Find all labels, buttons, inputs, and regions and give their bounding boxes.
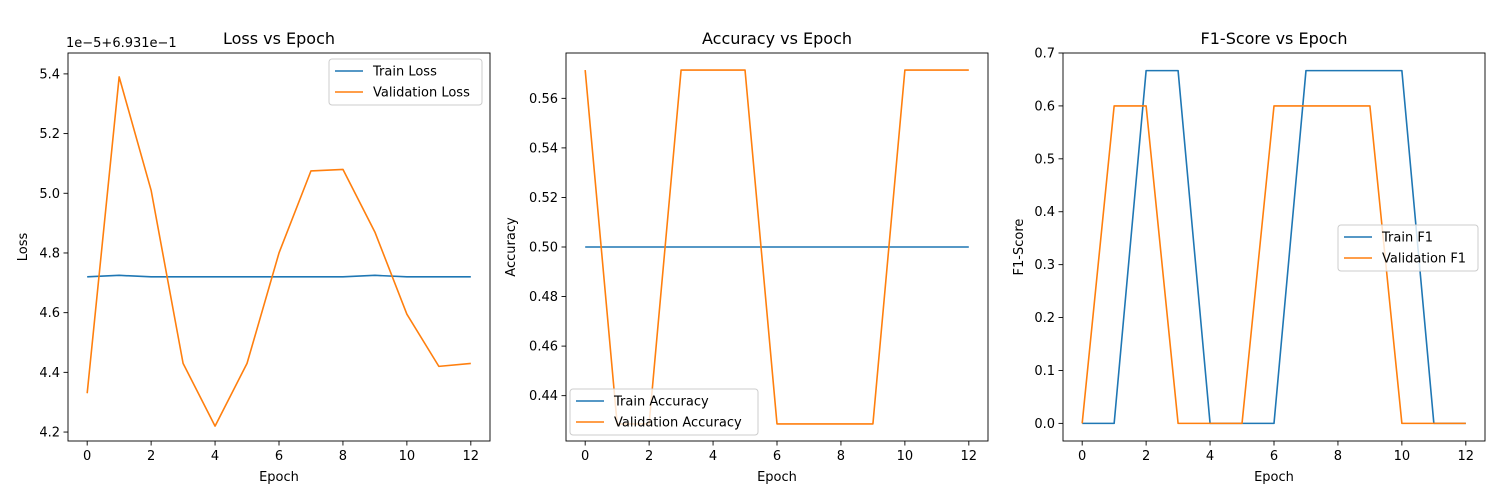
x-tick-label: 10 <box>897 449 914 464</box>
y-tick-label: 5.4 <box>39 67 60 82</box>
axes-frame <box>67 52 491 442</box>
y-axis-label: F1-Score <box>1012 219 1027 276</box>
y-tick-label: 0.1 <box>1034 364 1055 379</box>
x-tick-label: 10 <box>1394 449 1411 464</box>
x-tick-label: 6 <box>275 449 283 464</box>
x-tick-label: 2 <box>147 449 155 464</box>
series-line-1 <box>87 274 471 278</box>
x-tick-label: 12 <box>1458 449 1475 464</box>
y-tick-label: 0.50 <box>529 241 558 256</box>
y-tick-label: 0.52 <box>529 191 558 206</box>
y-axis-label: Loss <box>16 233 31 262</box>
x-tick-label: 6 <box>773 449 781 464</box>
legend: Train Accuracy Validation Accuracy <box>569 388 759 436</box>
x-tick-label: 8 <box>837 449 845 464</box>
x-tick-label: 0 <box>581 449 589 464</box>
x-tick-label: 8 <box>1334 449 1342 464</box>
y-tick-label: 4.8 <box>39 246 60 261</box>
y-tick-label: 0.46 <box>529 340 558 355</box>
legend: Train Loss Validation Loss <box>328 58 483 106</box>
y-tick-label: 0.0 <box>1034 417 1055 432</box>
x-axis-label: Epoch <box>757 470 797 485</box>
y-tick-label: 0.4 <box>1034 205 1055 220</box>
y-axis-label: Accuracy <box>504 217 519 277</box>
y-tick-label: 0.48 <box>529 290 558 305</box>
x-tick-label: 0 <box>1078 449 1086 464</box>
y-tick-label: 4.4 <box>39 366 60 381</box>
y-tick-label: 0.6 <box>1034 99 1055 114</box>
x-axis-label: Epoch <box>1254 470 1294 485</box>
x-tick-label: 12 <box>961 449 978 464</box>
x-tick-label: 4 <box>211 449 219 464</box>
y-tick-label: 5.0 <box>39 187 60 202</box>
chart-title: F1-Score vs Epoch <box>1201 29 1348 48</box>
x-tick-label: 0 <box>83 449 91 464</box>
x-tick-label: 4 <box>1206 449 1214 464</box>
chart-3: F1-Score vs Epoch 0 2 4 6 8 10 12 0.0 0.1 0.2 0.3 0.… <box>1012 29 1486 485</box>
x-tick-label: 6 <box>1270 449 1278 464</box>
legend-label: Validation Loss <box>373 86 470 101</box>
y-tick-label: 0.7 <box>1034 47 1055 62</box>
chart-2: Accuracy vs Epoch 0 2 4 6 8 10 12 0.44 0.46 0.48 0.… <box>504 29 989 485</box>
series-line-2 <box>86 76 471 427</box>
y-tick-label: 0.2 <box>1034 311 1055 326</box>
axis-offset-label: 1e−5+6.931e−1 <box>66 36 177 51</box>
chart-1: Loss vs Epoch 0 2 4 6 8 10 12 4.2 4.4 4.6 4.8 5.0 5.2… <box>16 29 491 485</box>
x-tick-label: 12 <box>463 449 480 464</box>
y-tick-label: 0.54 <box>529 141 558 156</box>
x-tick-label: 2 <box>645 449 653 464</box>
legend: Train F1 Validation F1 <box>1337 224 1479 272</box>
chart-title: Loss vs Epoch <box>223 29 335 48</box>
chart-title: Accuracy vs Epoch <box>702 29 852 48</box>
x-tick-label: 4 <box>709 449 717 464</box>
x-tick-label: 8 <box>339 449 347 464</box>
y-tick-label: 4.6 <box>39 306 60 321</box>
y-tick-label: 0.56 <box>529 92 558 107</box>
axes-frame <box>1062 52 1486 442</box>
y-tick-label: 0.44 <box>529 389 558 404</box>
x-axis-label: Epoch <box>259 470 299 485</box>
x-tick-label: 10 <box>399 449 416 464</box>
y-tick-label: 0.5 <box>1034 152 1055 167</box>
y-tick-label: 5.2 <box>39 127 60 142</box>
legend-label: Train Accuracy <box>613 395 709 410</box>
legend-box <box>1337 224 1479 272</box>
legend-box <box>328 58 483 106</box>
legend-label: Validation Accuracy <box>614 416 742 431</box>
y-tick-label: 0.3 <box>1034 258 1055 273</box>
axes-frame <box>565 52 989 442</box>
series-line-2 <box>1081 105 1466 425</box>
legend-label: Validation F1 <box>1382 252 1466 267</box>
y-tick-label: 4.2 <box>39 426 60 441</box>
legend-box <box>569 388 759 436</box>
x-tick-label: 2 <box>1142 449 1150 464</box>
legend-label: Train Loss <box>372 65 437 80</box>
series-line-1 <box>1082 69 1466 425</box>
legend-label: Train F1 <box>1381 231 1433 246</box>
